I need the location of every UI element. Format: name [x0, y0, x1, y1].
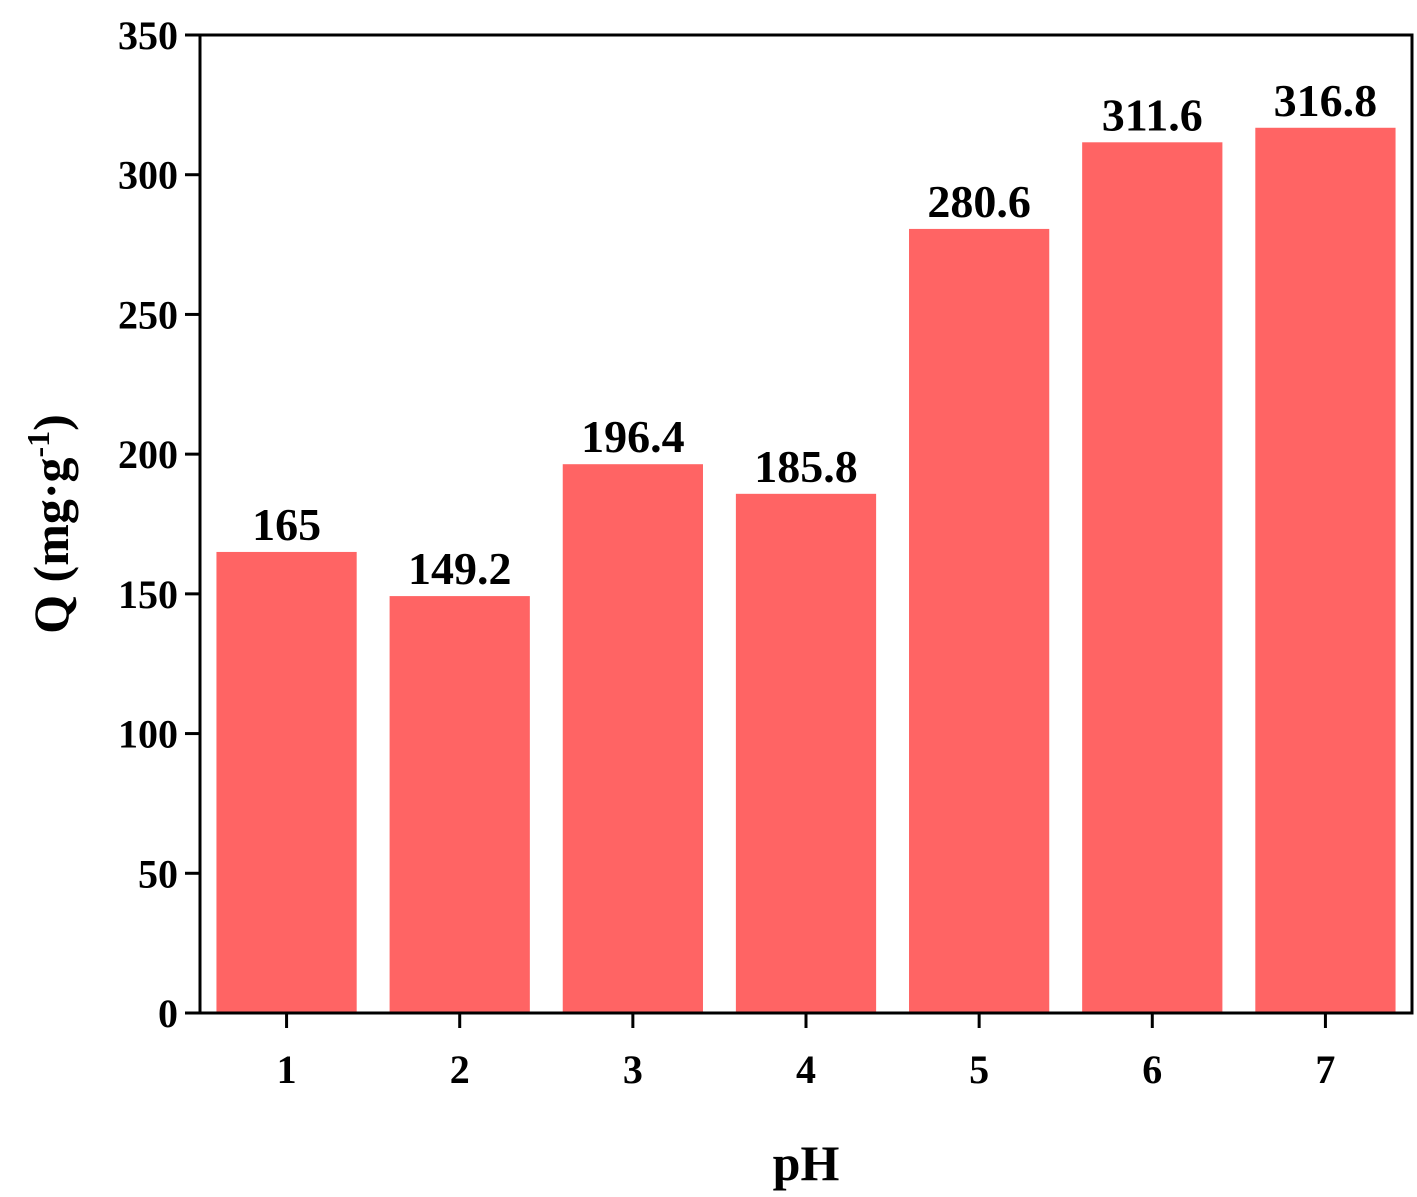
x-tick-label: 5 — [969, 1047, 989, 1092]
bar — [1255, 127, 1396, 1014]
bar — [389, 596, 530, 1013]
x-tick-label: 2 — [450, 1047, 470, 1092]
y-tick-label: 50 — [138, 851, 178, 896]
value-label: 316.8 — [1274, 75, 1378, 126]
x-axis-label: pH — [773, 1135, 840, 1191]
x-tick-label: 7 — [1315, 1047, 1335, 1092]
plot-frame — [198, 33, 1414, 1015]
y-tick-label: 150 — [118, 572, 178, 617]
value-label: 149.2 — [408, 543, 512, 594]
y-tick-label: 100 — [118, 712, 178, 757]
y-axis-label-text: Q (mg·g — [23, 457, 79, 633]
bar — [216, 551, 357, 1013]
value-label: 185.8 — [754, 441, 858, 492]
y-axis-label: Q (mg·g-1) — [20, 414, 79, 634]
bar — [909, 228, 1050, 1013]
value-label: 196.4 — [581, 411, 685, 462]
x-tick-label: 1 — [277, 1047, 297, 1092]
y-tick-label: 250 — [118, 292, 178, 337]
x-tick-label: 3 — [623, 1047, 643, 1092]
y-tick-label: 200 — [118, 432, 178, 477]
value-label: 311.6 — [1102, 89, 1203, 140]
x-tick-label: 6 — [1142, 1047, 1162, 1092]
bar — [735, 493, 877, 1013]
y-tick-label: 0 — [158, 991, 178, 1036]
y-tick-label: 350 — [118, 13, 178, 58]
bar — [1082, 142, 1223, 1014]
x-tick-label: 4 — [796, 1047, 816, 1092]
y-tick-label: 300 — [118, 153, 178, 198]
y-axis-label-end: ) — [23, 414, 79, 431]
value-label: 280.6 — [927, 176, 1031, 227]
value-label: 165 — [252, 499, 321, 550]
bar — [562, 464, 703, 1013]
y-axis-label-sup: -1 — [20, 431, 56, 458]
